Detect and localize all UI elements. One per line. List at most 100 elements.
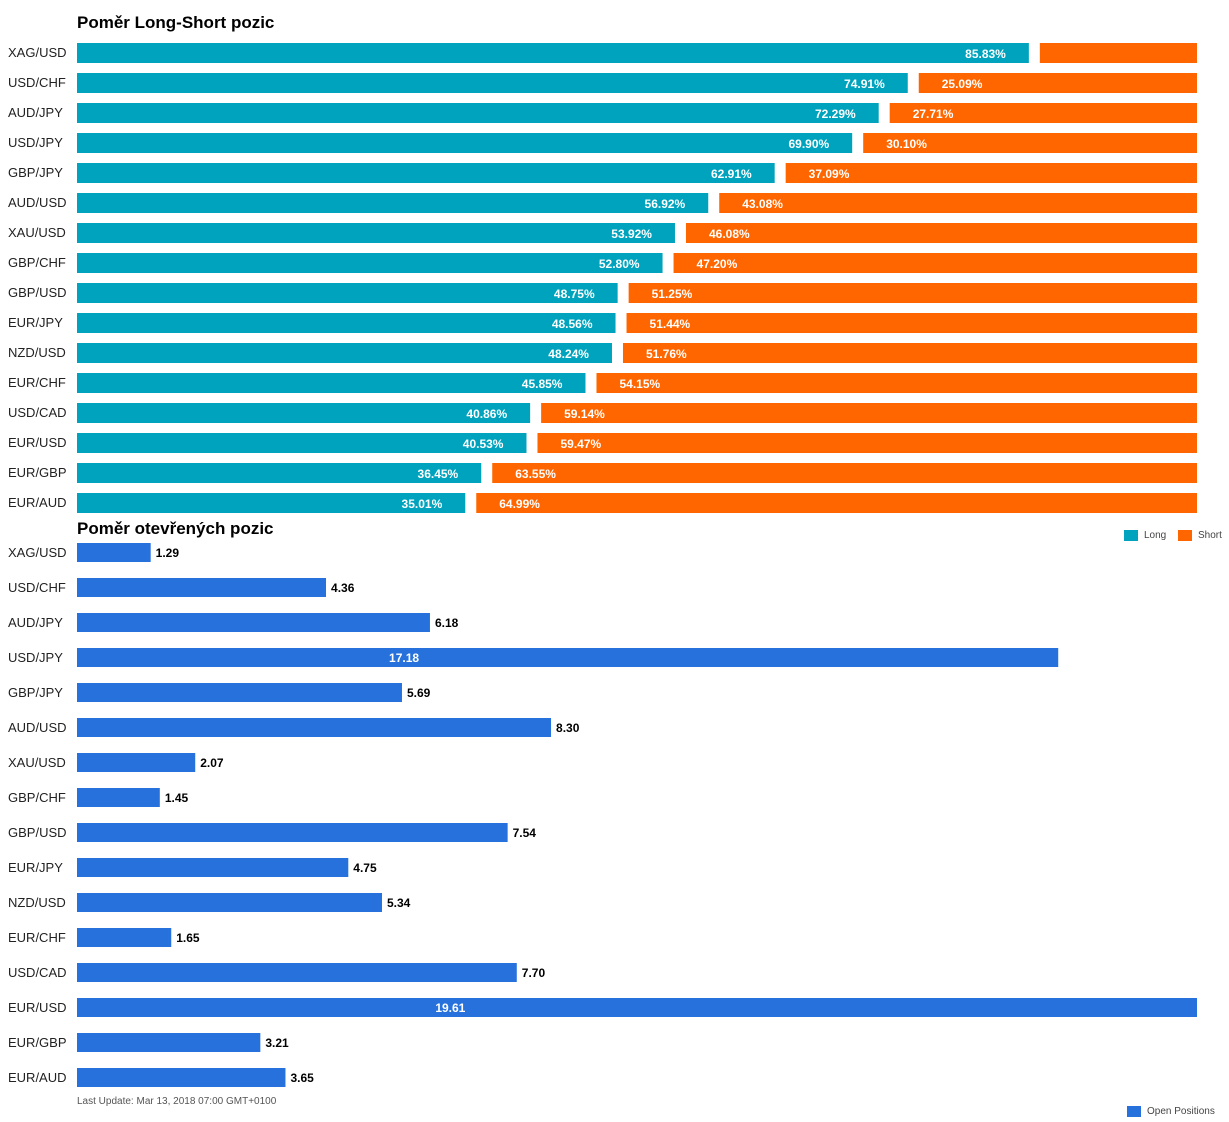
category-label: EUR/JPY [8, 315, 63, 330]
long-value-label: 85.83% [965, 47, 1006, 61]
short-value-label: 27.71% [913, 107, 954, 121]
category-label: AUD/USD [8, 720, 67, 735]
long-bar [77, 253, 663, 273]
category-label: GBP/CHF [8, 255, 66, 270]
long-short-chart: XAG/USD 85.83% USD/CHF 74.91% 25.09% AUD/JPY 7… [8, 43, 1198, 513]
category-label: EUR/CHF [8, 930, 66, 945]
short-value-label: 59.47% [560, 437, 601, 451]
short-value-label: 54.15% [619, 377, 660, 391]
open-positions-value-label: 1.29 [156, 546, 180, 560]
long-value-label: 48.24% [548, 347, 589, 361]
category-label: XAG/USD [8, 45, 67, 60]
short-bar [918, 73, 1197, 93]
short-bar [537, 433, 1197, 453]
open-positions-value-label: 19.61 [435, 1001, 465, 1015]
short-bar [596, 373, 1197, 393]
legend-short-label: Short [1198, 530, 1222, 541]
category-label: EUR/GBP [8, 1035, 67, 1050]
category-label: AUD/JPY [8, 615, 63, 630]
open-positions-bar [77, 963, 517, 982]
open-positions-bar [77, 788, 160, 807]
category-label: USD/CAD [8, 405, 67, 420]
short-bar [673, 253, 1197, 273]
open-positions-bar [77, 1068, 286, 1087]
short-bar [492, 463, 1198, 483]
legend-short: Short [1178, 530, 1222, 541]
open-positions-value-label: 5.34 [387, 896, 411, 910]
category-label: EUR/USD [8, 435, 67, 450]
open-positions-value-label: 8.30 [556, 721, 580, 735]
short-bar [719, 193, 1197, 213]
short-bar [685, 223, 1197, 243]
open-positions-bar [77, 998, 1197, 1017]
category-label: EUR/USD [8, 1000, 67, 1015]
long-value-label: 74.91% [844, 77, 885, 91]
category-label: EUR/CHF [8, 375, 66, 390]
open-positions-value-label: 3.65 [290, 1071, 314, 1085]
open-positions-bar [77, 858, 349, 877]
open-positions-bar [77, 648, 1059, 667]
open-positions-bar [77, 543, 151, 562]
legend-long-swatch [1124, 530, 1138, 541]
long-bar [77, 373, 586, 393]
category-label: XAU/USD [8, 225, 66, 240]
open-positions-value-label: 3.21 [265, 1036, 289, 1050]
category-label: NZD/USD [8, 345, 66, 360]
open-positions-chart: XAG/USD 1.29 USD/CHF 4.36 AUD/JPY 6.18 USD/JPY… [8, 543, 1197, 1087]
short-value-label: 47.20% [697, 257, 738, 271]
open-positions-value-label: 2.07 [200, 756, 224, 770]
short-value-label: 25.09% [942, 77, 983, 91]
long-value-label: 48.75% [554, 287, 595, 301]
open-positions-value-label: 7.70 [522, 966, 546, 980]
short-value-label: 46.08% [709, 227, 750, 241]
short-bar [863, 133, 1197, 153]
short-value-label: 51.76% [646, 347, 687, 361]
category-label: GBP/USD [8, 285, 67, 300]
short-value-label: 51.25% [652, 287, 693, 301]
long-value-label: 53.92% [611, 227, 652, 241]
legend-long: Long [1124, 530, 1166, 541]
open-positions-bar [77, 613, 430, 632]
open-positions-value-label: 1.45 [165, 791, 189, 805]
short-bar [622, 343, 1197, 363]
legend-open-positions-swatch [1127, 1106, 1141, 1117]
open-positions-value-label: 4.75 [353, 861, 377, 875]
category-label: XAU/USD [8, 755, 66, 770]
long-value-label: 52.80% [599, 257, 640, 271]
category-label: AUD/JPY [8, 105, 63, 120]
long-bar [77, 163, 775, 183]
long-value-label: 69.90% [788, 137, 829, 151]
category-label: USD/JPY [8, 135, 63, 150]
short-bar [1039, 43, 1197, 63]
open-positions-value-label: 6.18 [435, 616, 459, 630]
category-label: EUR/JPY [8, 860, 63, 875]
short-bar [626, 313, 1197, 333]
long-value-label: 36.45% [418, 467, 459, 481]
category-label: USD/CAD [8, 965, 67, 980]
long-bar [77, 433, 527, 453]
open-positions-title: Poměr otevřených pozic [77, 519, 274, 538]
long-value-label: 56.92% [645, 197, 686, 211]
category-label: XAG/USD [8, 545, 67, 560]
short-bar [628, 283, 1197, 303]
long-bar [77, 343, 612, 363]
long-bar [77, 463, 482, 483]
open-positions-value-label: 4.36 [331, 581, 355, 595]
long-value-label: 45.85% [522, 377, 563, 391]
open-positions-bar [77, 718, 552, 737]
category-label: EUR/AUD [8, 1070, 67, 1085]
open-positions-bar [77, 683, 402, 702]
open-positions-bar [77, 578, 327, 597]
long-value-label: 48.56% [552, 317, 593, 331]
short-bar [476, 493, 1198, 513]
long-bar [77, 43, 1029, 63]
long-value-label: 35.01% [402, 497, 443, 511]
category-label: GBP/USD [8, 825, 67, 840]
category-label: USD/JPY [8, 650, 63, 665]
category-label: USD/CHF [8, 580, 66, 595]
open-positions-bar [77, 823, 508, 842]
short-bar [889, 103, 1197, 123]
long-bar [77, 223, 675, 243]
long-bar [77, 133, 853, 153]
long-bar [77, 103, 879, 123]
